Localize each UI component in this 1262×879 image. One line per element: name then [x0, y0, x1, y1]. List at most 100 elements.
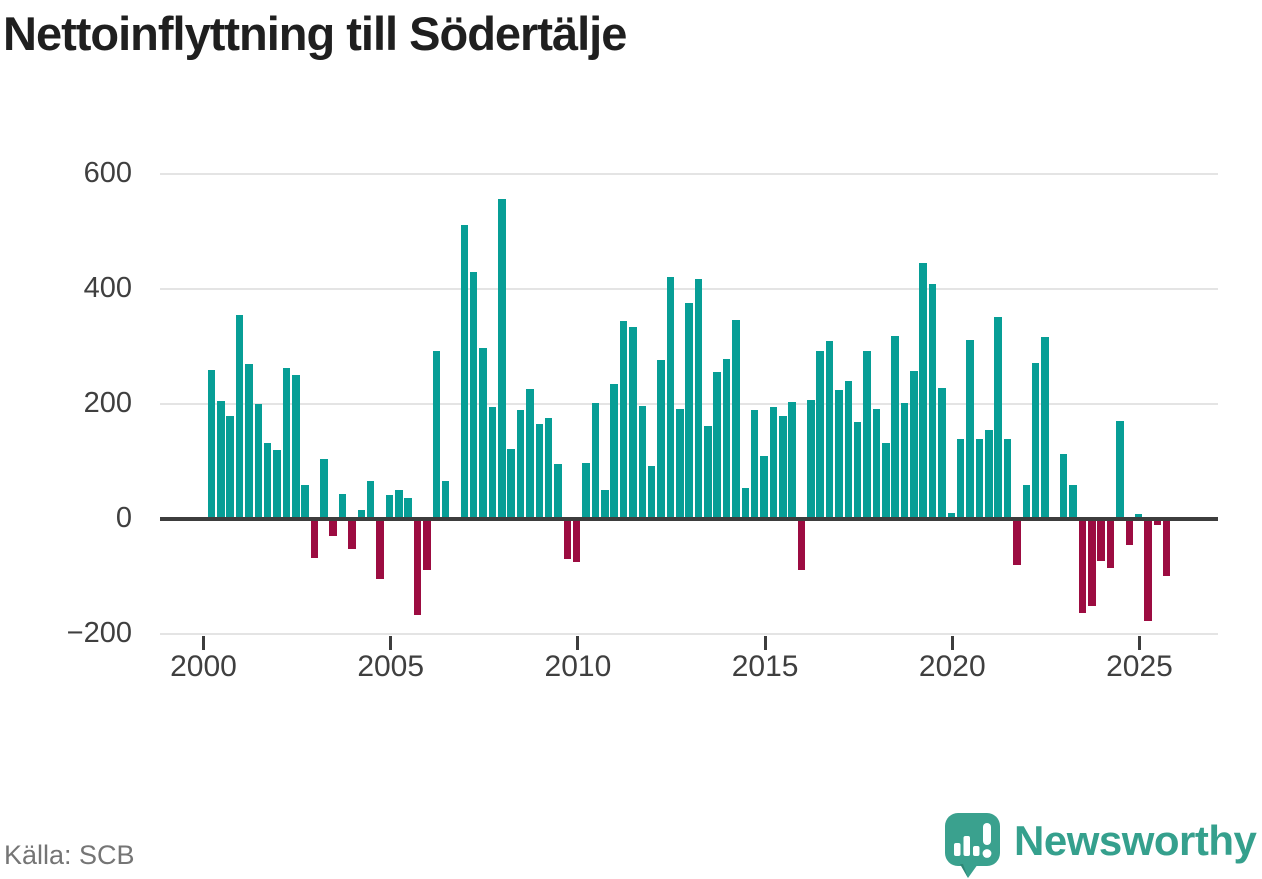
bar-2024-Q2 — [1116, 421, 1124, 519]
y-axis-tick-label: 200 — [83, 387, 132, 419]
bar-2012-Q3 — [676, 409, 684, 519]
bar-2000-Q1 — [207, 369, 216, 519]
bar-2011-Q2 — [629, 327, 637, 519]
bar-2015-Q3 — [788, 402, 796, 519]
bar-2007-Q2 — [479, 347, 487, 519]
bar-2016-Q2 — [816, 351, 824, 519]
bar-2021-Q2 — [1003, 438, 1012, 519]
bar-2020-Q3 — [975, 438, 984, 519]
newsworthy-logo: Newsworthy — [944, 812, 1257, 878]
bar-2017-Q3 — [863, 351, 871, 519]
x-axis-line — [160, 633, 1218, 635]
bar-2020-Q2 — [966, 339, 974, 519]
x-axis-tick — [389, 636, 393, 650]
bar-2024-Q1 — [1106, 519, 1115, 568]
bar-2023-Q3 — [1088, 519, 1096, 606]
newsworthy-wordmark: Newsworthy — [1014, 817, 1257, 864]
bar-2025-Q3 — [1162, 519, 1171, 576]
bar-2015-Q2 — [779, 415, 787, 519]
bar-2012-Q4 — [685, 302, 693, 519]
bar-2001-Q4 — [273, 450, 281, 519]
x-axis-tick-label: 2005 — [357, 650, 425, 683]
bar-2002-Q1 — [282, 367, 291, 519]
bar-2003-Q1 — [320, 459, 328, 519]
bar-2019-Q1 — [919, 263, 927, 519]
bar-2023-Q4 — [1097, 519, 1105, 561]
bar-2010-Q1 — [582, 462, 590, 519]
bar-2010-Q4 — [610, 383, 618, 519]
newsworthy-logo-icon — [944, 812, 1002, 878]
bar-2024-Q4 — [1134, 514, 1143, 519]
bar-2009-Q4 — [572, 519, 581, 563]
bar-2002-Q2 — [292, 375, 300, 520]
gridline-600 — [160, 173, 1218, 175]
bar-2011-Q1 — [619, 321, 628, 519]
bar-2013-Q1 — [694, 279, 703, 519]
x-axis-tick — [202, 636, 205, 650]
gridline-400 — [160, 288, 1218, 290]
y-axis-tick-label: 600 — [83, 157, 132, 189]
bar-2000-Q2 — [217, 401, 225, 519]
bar-2004-Q3 — [376, 519, 384, 580]
bar-2021-Q3 — [1013, 519, 1021, 565]
x-axis-tick-label: 2010 — [544, 650, 612, 683]
bar-2019-Q4 — [947, 513, 955, 520]
bar-2000-Q4 — [235, 314, 244, 519]
bar-2014-Q4 — [760, 455, 768, 519]
bar-2006-Q4 — [460, 225, 469, 519]
bar-2008-Q3 — [526, 388, 534, 519]
bar-2010-Q2 — [591, 403, 600, 519]
bar-2007-Q3 — [488, 407, 497, 519]
bar-2005-Q3 — [413, 519, 422, 615]
bar-2003-Q3 — [338, 493, 347, 519]
bar-2012-Q2 — [666, 276, 675, 519]
bar-2014-Q2 — [741, 487, 749, 519]
bar-2013-Q3 — [713, 371, 721, 519]
y-axis-tick-label: −200 — [66, 617, 132, 649]
x-axis-tick-label: 2000 — [170, 650, 237, 683]
x-axis-tick-label: 2020 — [918, 650, 986, 683]
bar-2022-Q2 — [1041, 336, 1049, 519]
bar-2001-Q2 — [254, 404, 262, 519]
bar-2009-Q2 — [554, 463, 562, 519]
bar-2009-Q1 — [544, 417, 553, 519]
bar-2003-Q2 — [329, 519, 337, 537]
bar-2014-Q3 — [750, 409, 759, 519]
bar-2023-Q1 — [1069, 484, 1077, 519]
bar-2004-Q1 — [357, 509, 365, 519]
bar-2022-Q1 — [1031, 363, 1040, 519]
x-axis-tick — [950, 636, 954, 650]
bar-2006-Q1 — [432, 351, 440, 519]
bar-2025-Q2 — [1153, 519, 1162, 525]
bar-2004-Q2 — [366, 481, 375, 519]
bar-2006-Q2 — [441, 481, 450, 519]
bar-2016-Q4 — [835, 389, 843, 519]
bar-2022-Q4 — [1059, 454, 1068, 519]
bar-2020-Q4 — [985, 429, 993, 519]
bar-2003-Q4 — [348, 519, 356, 549]
bar-2017-Q1 — [844, 381, 852, 519]
bar-2005-Q1 — [395, 490, 403, 519]
bar-2019-Q3 — [938, 387, 946, 519]
bar-2015-Q4 — [797, 519, 806, 570]
bar-2008-Q1 — [507, 449, 515, 519]
bar-2018-Q2 — [891, 335, 899, 519]
bar-2007-Q4 — [498, 198, 506, 519]
bar-2024-Q3 — [1125, 519, 1133, 545]
x-axis-tick — [576, 636, 580, 650]
bar-2010-Q3 — [601, 489, 609, 519]
bar-2021-Q1 — [994, 316, 1002, 519]
bar-2013-Q2 — [704, 426, 712, 519]
bar-2001-Q3 — [263, 442, 272, 519]
bar-2005-Q4 — [423, 519, 431, 570]
bar-2001-Q1 — [245, 363, 253, 520]
x-axis-tick-label: 2025 — [1106, 650, 1173, 683]
bar-2020-Q1 — [956, 438, 965, 519]
x-axis-tick — [1138, 636, 1141, 650]
bar-2000-Q3 — [226, 415, 234, 519]
bar-2005-Q2 — [404, 498, 412, 519]
bar-2017-Q2 — [853, 421, 862, 519]
x-axis-tick-label: 2015 — [731, 650, 799, 683]
bar-2008-Q2 — [516, 409, 525, 519]
